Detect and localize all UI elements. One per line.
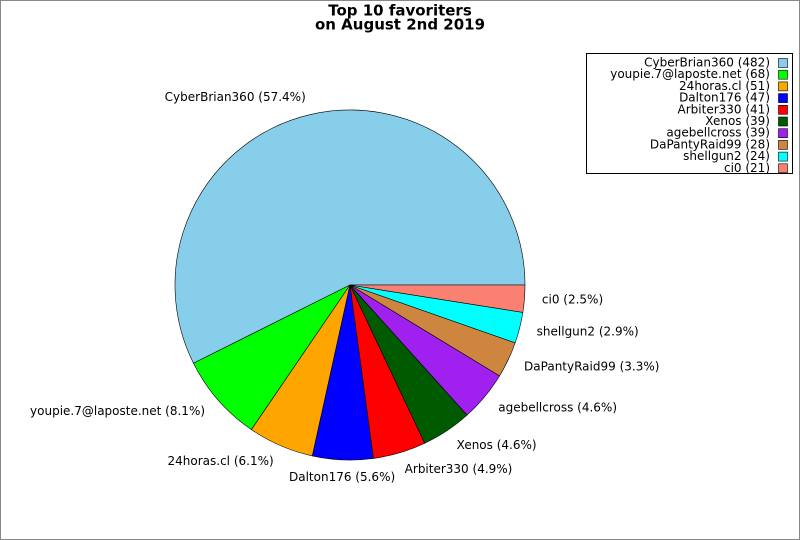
slice-label: youpie.7@laposte.net (8.1%)	[30, 404, 205, 418]
legend-swatch	[778, 128, 788, 138]
legend-swatch	[778, 163, 788, 174]
legend-label: ci0 (21)	[724, 161, 770, 175]
slice-label: Arbiter330 (4.9%)	[405, 462, 513, 476]
legend-label: shellgun2 (24)	[683, 149, 770, 163]
legend-swatch	[778, 140, 788, 150]
chart-subtitle: on August 2nd 2019	[315, 16, 485, 34]
slice-label: agebellcross (4.6%)	[498, 400, 617, 414]
legend-label: youpie.7@laposte.net (68)	[610, 67, 770, 81]
slice-label: shellgun2 (2.9%)	[537, 325, 639, 339]
legend-label: Arbiter330 (41)	[678, 102, 770, 116]
slice-label: ci0 (2.5%)	[542, 293, 603, 307]
legend-label: CyberBrian360 (482)	[644, 56, 770, 70]
legend-label: Dalton176 (47)	[679, 91, 770, 105]
legend-swatch	[778, 151, 788, 162]
legend-swatch	[778, 81, 788, 92]
slice-label: 24horas.cl (6.1%)	[168, 454, 274, 468]
legend-label: Xenos (39)	[705, 114, 770, 128]
legend-swatch	[778, 58, 788, 68]
legend-label: agebellcross (39)	[666, 126, 770, 140]
legend-swatch	[778, 93, 788, 103]
legend-label: DaPantyRaid99 (28)	[650, 137, 770, 151]
chart-title: Top 10 favoriters	[328, 2, 472, 20]
pie-slice	[174, 109, 526, 364]
legend-swatch	[778, 116, 788, 127]
legend-swatch	[778, 69, 788, 80]
legend-swatch	[778, 105, 788, 115]
pie-slice	[349, 284, 526, 313]
slice-label: Dalton176 (5.6%)	[289, 470, 395, 484]
pie-slice	[193, 284, 351, 431]
slice-label: DaPantyRaid99 (3.3%)	[524, 360, 659, 374]
legend-label: 24horas.cl (51)	[679, 79, 770, 93]
legend-box	[586, 53, 793, 174]
slice-label: CyberBrian360 (57.4%)	[165, 90, 306, 104]
slice-label: Xenos (4.6%)	[457, 438, 537, 452]
